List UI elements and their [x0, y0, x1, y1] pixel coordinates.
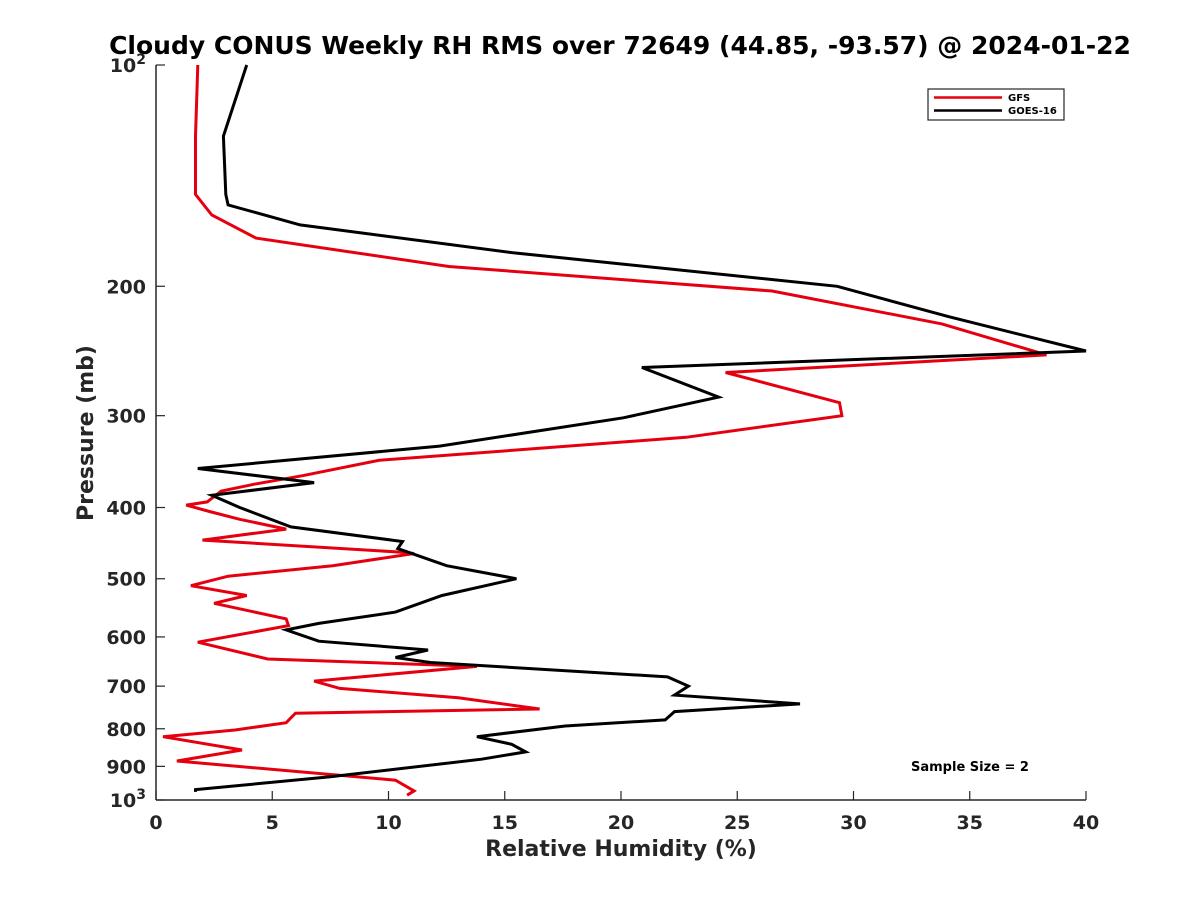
y-tick-label: 102: [110, 52, 146, 77]
series-layer: [162, 64, 1087, 797]
x-axis-label: Relative Humidity (%): [485, 837, 757, 862]
x-tick-label: 20: [608, 812, 634, 834]
chart-title: Cloudy CONUS Weekly RH RMS over 72649 (4…: [109, 31, 1131, 60]
x-axis-ticks: 0 5 10 15 20 25 30 35 40: [149, 791, 1099, 834]
x-tick-label: 35: [957, 812, 983, 834]
y-tick-label: 200: [106, 276, 146, 298]
legend: GFS GOES-16: [927, 88, 1065, 121]
y-tick-label: 400: [106, 498, 146, 520]
series-line-gfs: [162, 64, 1047, 797]
legend-label-gfs: GFS: [1008, 93, 1030, 104]
y-tick-label: 103: [110, 787, 146, 812]
y-tick-label: 800: [106, 719, 146, 741]
y-axis-label: Pressure (mb): [74, 345, 99, 521]
x-tick-label: 0: [149, 812, 162, 834]
x-tick-label: 30: [840, 812, 866, 834]
x-tick-label: 40: [1073, 812, 1099, 834]
x-tick-label: 10: [375, 812, 401, 834]
legend-label-goes16: GOES-16: [1008, 106, 1057, 117]
series-line-goes16: [194, 64, 1087, 792]
x-tick-label: 25: [724, 812, 750, 834]
y-tick-label: 900: [106, 756, 146, 778]
y-axis-ticks: 102 200 300 400 500 600 700 800 900 103: [106, 52, 165, 812]
legend-box: [927, 88, 1065, 121]
y-tick-label: 700: [106, 676, 146, 698]
x-tick-label: 5: [266, 812, 279, 834]
sample-size-annotation: Sample Size = 2: [911, 760, 1029, 775]
y-tick-label: 300: [106, 406, 146, 428]
y-tick-label: 500: [106, 569, 146, 591]
y-tick-label: 600: [106, 627, 146, 649]
x-tick-label: 15: [492, 812, 518, 834]
